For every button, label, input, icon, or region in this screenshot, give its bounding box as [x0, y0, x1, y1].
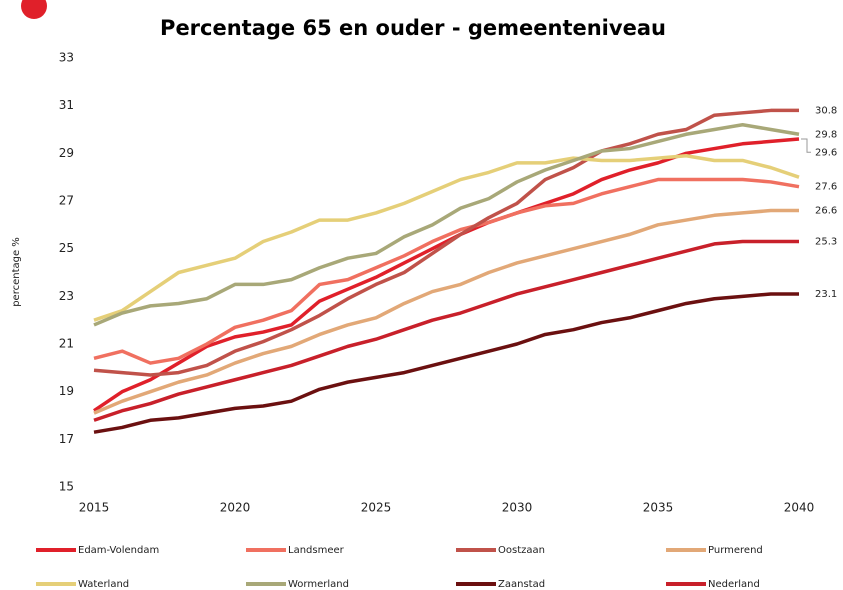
y-tick-label: 23 [59, 289, 74, 303]
y-tick-label: 29 [59, 146, 74, 160]
y-tick-label: 19 [59, 384, 74, 398]
legend-label: Purmerend [708, 545, 763, 556]
data-label: 29.6 [815, 147, 837, 158]
data-label: 30.8 [815, 105, 837, 116]
x-tick-label: 2040 [784, 501, 815, 515]
legend-label: Zaanstad [498, 579, 545, 590]
series-line [93, 153, 800, 322]
legend-label: Landsmeer [288, 545, 345, 556]
legend-label: Edam-Volendam [78, 545, 159, 556]
x-tick-label: 2030 [502, 501, 533, 515]
x-tick-label: 2025 [361, 501, 392, 515]
data-label: 27.6 [815, 182, 837, 193]
data-label: 26.6 [815, 206, 837, 217]
data-label: 25.3 [815, 237, 837, 248]
y-tick-label: 27 [59, 194, 74, 208]
x-tick-label: 2020 [220, 501, 251, 515]
series-line [93, 208, 799, 415]
legend-label: Oostzaan [498, 545, 545, 556]
series-line [93, 239, 799, 422]
data-label: 29.8 [815, 129, 837, 140]
y-axis-label: percentage % [11, 237, 22, 307]
label-leader [801, 138, 811, 153]
series-line [93, 122, 800, 327]
legend-label: Nederland [708, 579, 760, 590]
y-tick-label: 17 [59, 432, 74, 446]
series-line [93, 177, 800, 365]
y-tick-label: 25 [59, 241, 74, 255]
legend-label: Wormerland [288, 579, 349, 590]
y-tick-label: 15 [59, 480, 74, 494]
x-tick-label: 2015 [79, 501, 110, 515]
y-tick-label: 33 [59, 51, 74, 65]
y-tick-label: 31 [59, 98, 74, 112]
chart-title: Percentage 65 en ouder - gemeenteniveau [160, 16, 666, 40]
data-label: 23.1 [815, 289, 837, 300]
logo [21, 0, 47, 19]
series-line [93, 108, 799, 377]
y-tick-label: 21 [59, 337, 74, 351]
x-tick-label: 2035 [643, 501, 674, 515]
legend-label: Waterland [78, 579, 129, 590]
series-line [93, 292, 799, 434]
